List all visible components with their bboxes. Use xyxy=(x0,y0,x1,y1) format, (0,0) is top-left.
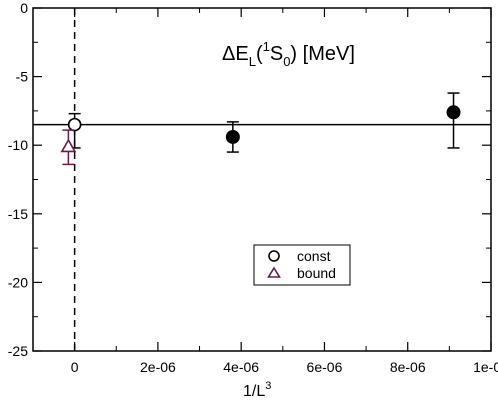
y-tick-label: -25 xyxy=(8,343,28,359)
legend-box xyxy=(253,244,351,286)
legend-label-const: const xyxy=(297,248,331,264)
x-tick-label: 6e-06 xyxy=(307,359,343,375)
legend-marker-const xyxy=(268,250,280,262)
x-tick-label: 4e-06 xyxy=(223,359,259,375)
y-tick-label: -10 xyxy=(8,137,28,153)
legend-label-bound: bound xyxy=(297,265,336,281)
legend-marker-bound xyxy=(267,266,281,278)
x-tick-label: 2e-06 xyxy=(140,359,176,375)
y-tick-label: 0 xyxy=(20,0,28,16)
y-tick-label: -5 xyxy=(16,69,29,85)
data-point xyxy=(225,129,240,144)
legend: const bound xyxy=(253,244,351,286)
y-tick-label: -20 xyxy=(8,274,28,290)
y-tick-label: -15 xyxy=(8,206,28,222)
x-tick-label: 1e-05 xyxy=(473,359,498,375)
x-axis-title: 1/L3 xyxy=(243,380,271,400)
data-point-const xyxy=(67,117,82,132)
data-point-bound xyxy=(60,138,77,153)
chart-annotation: ΔEL(1S0) [MeV] xyxy=(222,39,355,69)
data-point xyxy=(446,105,461,120)
x-tick-label: 0 xyxy=(71,359,79,375)
x-tick-label: 8e-06 xyxy=(390,359,426,375)
